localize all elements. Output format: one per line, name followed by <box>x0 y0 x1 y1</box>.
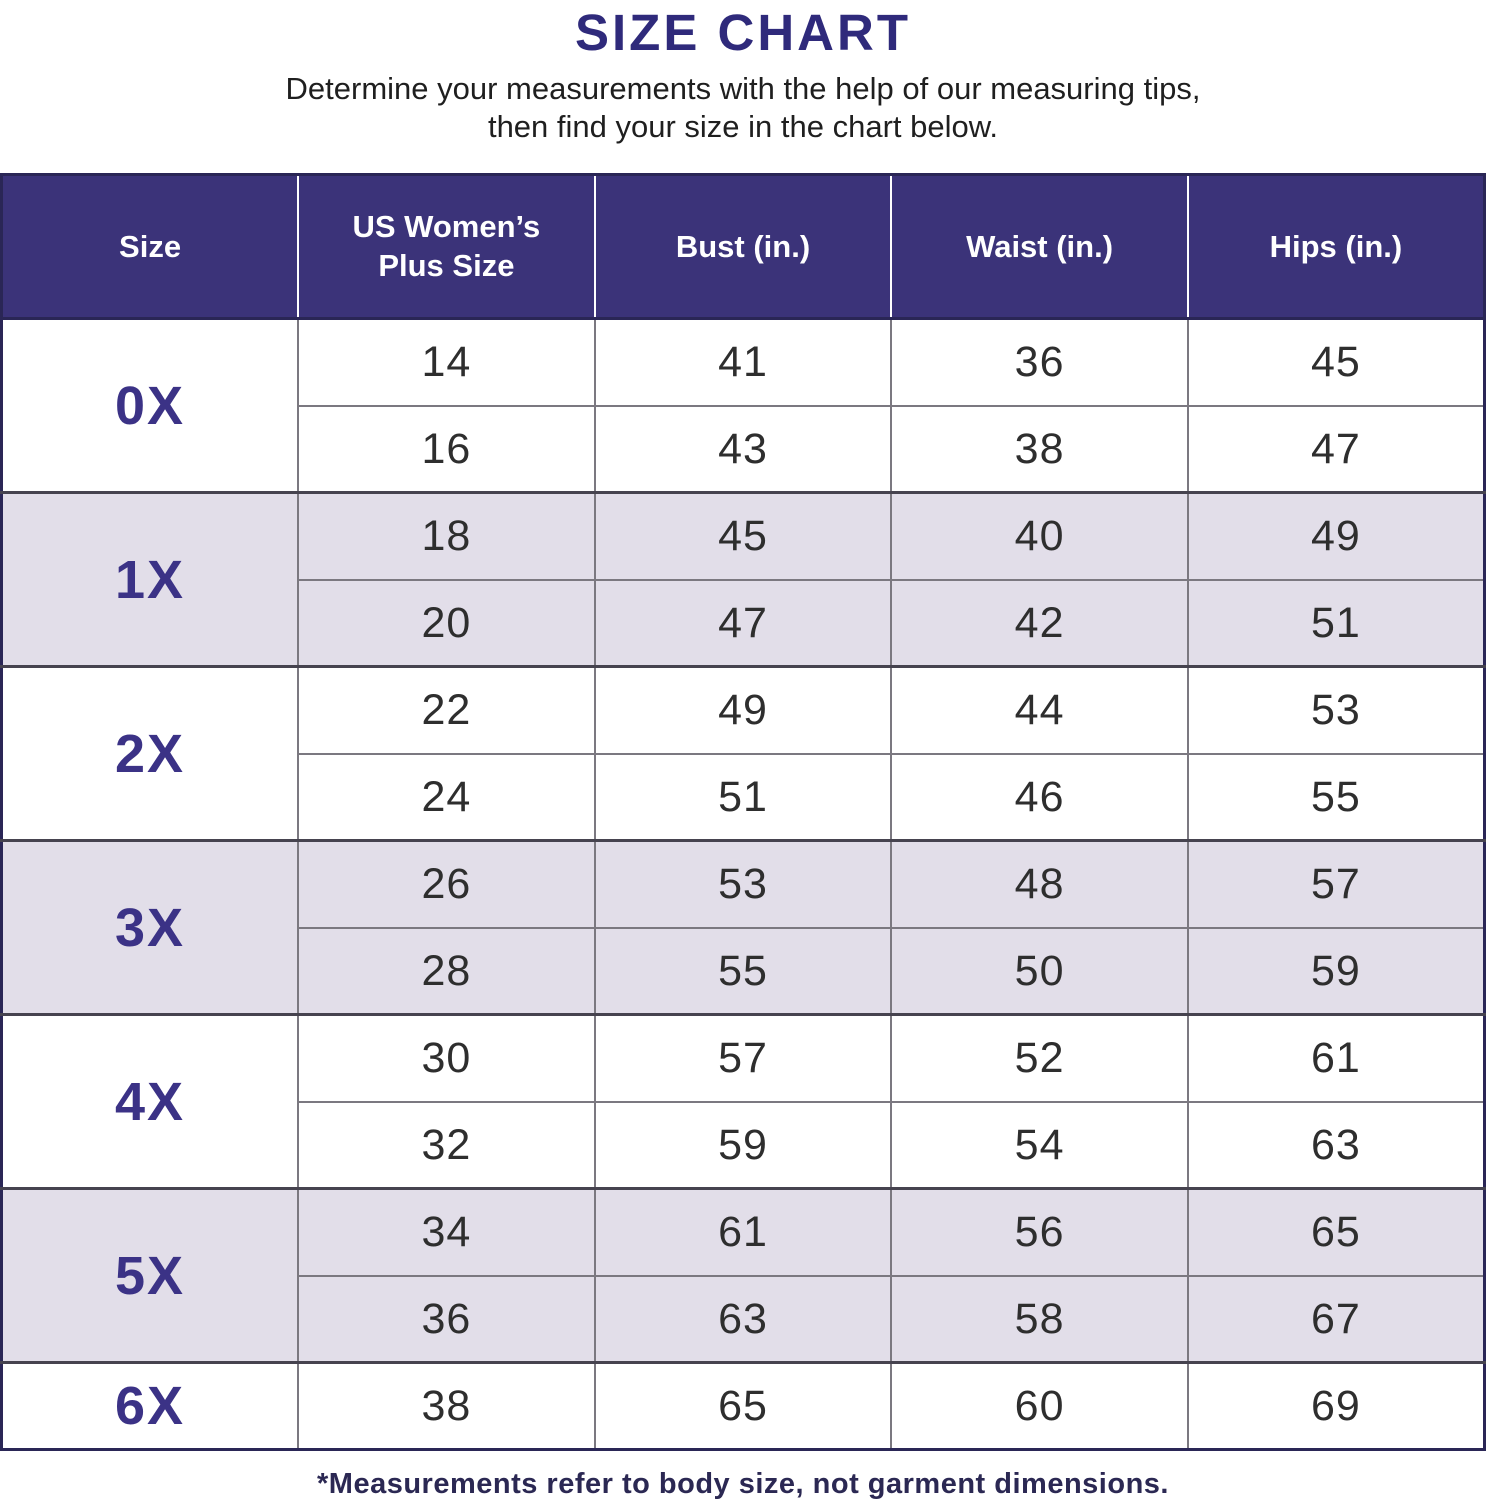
table-row: 16 43 38 47 <box>2 404 1486 494</box>
size-label-4x: 4X <box>0 1013 300 1190</box>
measurement-cell: 50 <box>890 926 1189 1016</box>
table-row: 3X 26 53 48 57 <box>0 839 1486 1016</box>
table-row: 24 51 46 55 <box>2 752 1486 842</box>
size-label-1x: 1X <box>0 491 300 668</box>
column-header-us-plus-size: US Women’s Plus Size <box>297 174 595 321</box>
measurement-cell: 16 <box>297 404 596 494</box>
size-label-0x: 0X <box>0 317 300 494</box>
measurement-cell: 63 <box>1186 1100 1486 1190</box>
table-row: 4X 30 57 52 61 <box>0 1013 1486 1190</box>
table-row: 32 59 54 63 <box>2 1100 1486 1190</box>
measurement-cell: 67 <box>1186 1274 1486 1364</box>
measurement-cell: 42 <box>890 578 1189 668</box>
measurement-cell: 53 <box>593 839 893 929</box>
measurement-cell: 57 <box>1186 839 1486 929</box>
measurements-footnote: *Measurements refer to body size, not ga… <box>317 1468 1169 1500</box>
measurement-cell: 52 <box>890 1013 1189 1103</box>
measurement-cell: 59 <box>593 1100 893 1190</box>
page-title: SIZE CHART <box>575 4 911 61</box>
measurement-cell: 59 <box>1186 926 1486 1016</box>
measurement-cell: 65 <box>1186 1187 1486 1277</box>
measurement-cell: 48 <box>890 839 1189 929</box>
measurement-cell: 54 <box>890 1100 1189 1190</box>
measurement-cell: 43 <box>593 404 893 494</box>
column-header-size: Size <box>1 174 299 321</box>
measurement-cell: 38 <box>297 1361 596 1451</box>
table-row: 6X 38 65 60 69 <box>0 1361 1486 1451</box>
measurement-cell: 49 <box>593 665 893 755</box>
measurement-cell: 34 <box>297 1187 596 1277</box>
table-row: 5X 34 61 56 65 <box>0 1187 1486 1364</box>
measurement-cell: 57 <box>593 1013 893 1103</box>
size-label-5x: 5X <box>0 1187 300 1364</box>
measurement-cell: 36 <box>297 1274 596 1364</box>
size-label-6x: 6X <box>0 1361 300 1451</box>
measurement-cell: 55 <box>1186 752 1486 842</box>
measurement-cell: 49 <box>1186 491 1486 581</box>
measurement-cell: 65 <box>593 1361 893 1451</box>
measurement-cell: 36 <box>890 317 1189 407</box>
measurement-cell: 26 <box>297 839 596 929</box>
measurement-cell: 18 <box>297 491 596 581</box>
measurement-cell: 47 <box>1186 404 1486 494</box>
column-header-hips: Hips (in.) <box>1186 174 1485 321</box>
measurement-cell: 55 <box>593 926 893 1016</box>
measurement-cell: 14 <box>297 317 596 407</box>
subtitle-line-2: then find your size in the chart below. <box>487 108 999 144</box>
measurement-cell: 45 <box>1186 317 1486 407</box>
size-label-3x: 3X <box>0 839 300 1016</box>
subtitle-line-1: Determine your measurements with the hel… <box>285 70 1201 106</box>
measurement-cell: 46 <box>890 752 1189 842</box>
measurement-cell: 20 <box>297 578 596 668</box>
measurement-cell: 44 <box>890 665 1189 755</box>
page-subtitle: Determine your measurements with the hel… <box>0 70 1486 147</box>
measurement-cell: 38 <box>890 404 1189 494</box>
measurement-cell: 45 <box>593 491 893 581</box>
measurement-cell: 40 <box>890 491 1189 581</box>
column-header-bust: Bust (in.) <box>593 174 892 321</box>
measurement-cell: 28 <box>297 926 596 1016</box>
table-row: 0X 14 41 36 45 <box>0 317 1486 494</box>
measurement-cell: 58 <box>890 1274 1189 1364</box>
size-chart-table: Size US Women’s Plus Size Bust (in.) Wai… <box>0 173 1486 1452</box>
measurement-cell: 69 <box>1186 1361 1486 1451</box>
measurement-cell: 63 <box>593 1274 893 1364</box>
measurement-cell: 24 <box>297 752 596 842</box>
column-header-waist: Waist (in.) <box>890 174 1188 321</box>
header-row: Size US Women’s Plus Size Bust (in.) Wai… <box>1 174 1485 321</box>
measurement-cell: 53 <box>1186 665 1486 755</box>
measurement-cell: 47 <box>593 578 893 668</box>
measurement-cell: 30 <box>297 1013 596 1103</box>
measurement-cell: 56 <box>890 1187 1189 1277</box>
measurement-cell: 60 <box>890 1361 1189 1451</box>
measurement-cell: 51 <box>593 752 893 842</box>
table-row: 1X 18 45 40 49 <box>0 491 1486 668</box>
measurement-cell: 41 <box>593 317 893 407</box>
size-label-2x: 2X <box>0 665 300 842</box>
table-header: Size US Women’s Plus Size Bust (in.) Wai… <box>1 174 1485 321</box>
measurement-cell: 32 <box>297 1100 596 1190</box>
measurement-cell: 61 <box>593 1187 893 1277</box>
table-row: 2X 22 49 44 53 <box>0 665 1486 842</box>
measurement-cell: 22 <box>297 665 596 755</box>
measurement-cell: 51 <box>1186 578 1486 668</box>
measurement-cell: 61 <box>1186 1013 1486 1103</box>
